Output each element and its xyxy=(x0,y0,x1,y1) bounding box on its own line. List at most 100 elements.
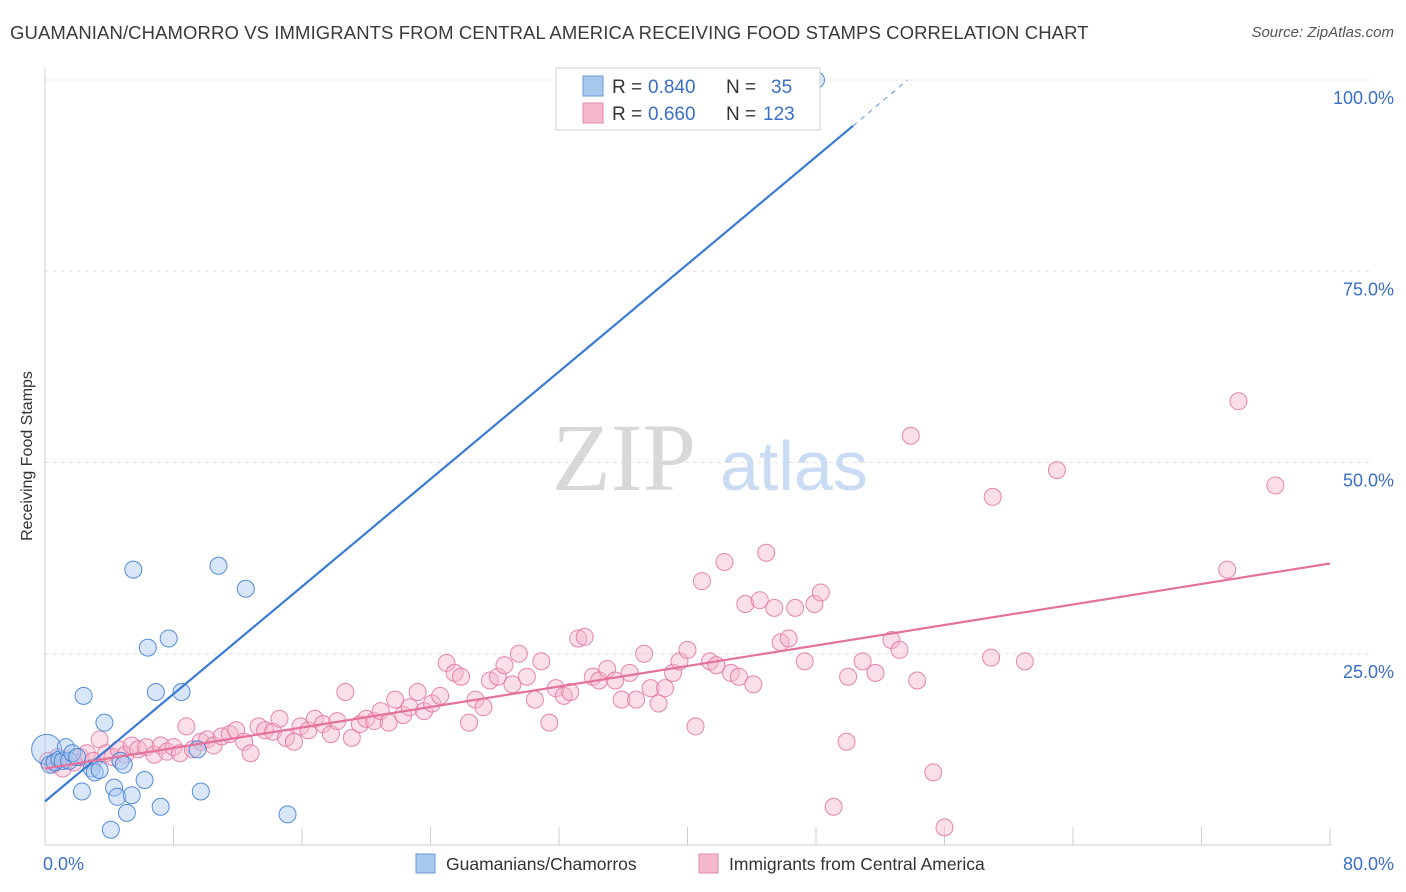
point-guamanians xyxy=(236,579,255,598)
stats-r-value-blue: 0.840 xyxy=(648,77,696,98)
point-immigrants xyxy=(474,698,493,717)
watermark: ZIP atlas xyxy=(552,404,868,511)
point-immigrants xyxy=(866,663,885,682)
stats-legend-swatch-pink xyxy=(582,102,604,124)
point-immigrants xyxy=(729,667,748,686)
watermark-zip: ZIP xyxy=(552,404,696,511)
point-guamanians xyxy=(68,748,87,767)
stats-r-value-pink: 0.660 xyxy=(648,104,696,125)
point-immigrants xyxy=(908,671,927,690)
point-immigrants xyxy=(342,728,361,747)
point-guamanians xyxy=(74,686,93,705)
point-immigrants xyxy=(177,717,196,736)
point-guamanians xyxy=(124,560,143,579)
point-guamanians xyxy=(135,770,154,789)
y-tick-label: 75.0% xyxy=(1343,279,1394,299)
stats-n-label-pink: N = xyxy=(726,104,756,125)
point-immigrants xyxy=(575,627,594,646)
point-immigrants xyxy=(853,652,872,671)
point-immigrants xyxy=(561,683,580,701)
point-immigrants xyxy=(795,652,814,671)
trend-line-immigrants xyxy=(44,562,1331,770)
trend-line-guamanians-extension xyxy=(852,79,908,127)
point-immigrants xyxy=(532,652,551,671)
point-immigrants xyxy=(824,797,843,816)
trend-line-guamanians xyxy=(44,125,854,803)
point-immigrants xyxy=(779,629,798,648)
point-immigrants xyxy=(649,694,668,713)
point-immigrants xyxy=(786,598,805,617)
point-guamanians xyxy=(138,638,157,657)
legend-swatch-immigrants xyxy=(698,853,719,874)
series-guamanians-chamorros xyxy=(31,71,825,839)
point-immigrants xyxy=(408,683,427,701)
point-immigrants xyxy=(935,818,954,837)
x-tick-label: 80.0% xyxy=(1343,854,1394,874)
point-guamanians xyxy=(278,805,297,824)
point-immigrants xyxy=(460,713,479,732)
point-guamanians xyxy=(159,629,178,648)
point-guamanians xyxy=(95,713,114,732)
point-immigrants xyxy=(241,744,260,763)
legend-label-immigrants: Immigrants from Central America xyxy=(729,854,985,874)
source-label: Source: ZipAtlas.com xyxy=(1251,24,1394,41)
point-guamanians xyxy=(122,786,141,805)
point-immigrants xyxy=(495,656,514,675)
point-immigrants xyxy=(692,572,711,591)
point-immigrants xyxy=(284,732,303,751)
point-guamanians xyxy=(72,782,91,801)
point-immigrants xyxy=(686,717,705,736)
point-guamanians xyxy=(209,556,228,575)
point-guamanians xyxy=(191,782,210,801)
point-immigrants xyxy=(678,640,697,659)
point-guamanians xyxy=(146,683,165,701)
stats-r-label-blue: R = xyxy=(612,77,642,98)
point-immigrants xyxy=(270,709,289,728)
point-immigrants xyxy=(983,487,1002,506)
point-immigrants xyxy=(336,683,355,701)
point-guamanians xyxy=(114,755,133,774)
point-immigrants xyxy=(612,690,631,709)
point-immigrants xyxy=(1015,652,1034,671)
point-guamanians xyxy=(108,787,127,806)
point-immigrants xyxy=(635,644,654,663)
point-guamanians xyxy=(85,763,104,782)
point-immigrants xyxy=(811,583,830,602)
stats-n-label-blue: N = xyxy=(726,77,756,98)
point-immigrants xyxy=(1047,461,1066,480)
point-immigrants xyxy=(540,713,559,732)
point-immigrants xyxy=(656,679,675,698)
point-immigrants xyxy=(901,426,920,445)
legend-label-guamanians: Guamanians/Chamorros xyxy=(446,854,637,874)
point-immigrants xyxy=(1266,476,1285,495)
chart-title: GUAMANIAN/CHAMORRO VS IMMIGRANTS FROM CE… xyxy=(10,22,1089,43)
point-immigrants xyxy=(627,690,646,709)
point-immigrants xyxy=(488,667,507,686)
watermark-atlas: atlas xyxy=(720,427,868,505)
stats-r-label-pink: R = xyxy=(612,104,642,125)
point-guamanians xyxy=(101,820,120,839)
tick-labels: 25.0% 50.0% 75.0% 100.0% 0.0% 80.0% xyxy=(43,88,1394,874)
point-guamanians xyxy=(172,683,191,701)
point-immigrants xyxy=(839,667,858,686)
axes xyxy=(44,68,1332,846)
stats-n-value-blue: 35 xyxy=(771,77,792,98)
point-immigrants xyxy=(1218,560,1237,579)
point-immigrants xyxy=(837,732,856,751)
point-immigrants xyxy=(750,591,769,610)
trend-lines xyxy=(44,79,1331,803)
y-tick-label: 25.0% xyxy=(1343,662,1394,682)
legend-swatch-guamanians xyxy=(415,853,436,874)
point-immigrants xyxy=(744,675,763,694)
point-immigrants xyxy=(569,629,588,648)
point-immigrants xyxy=(517,667,536,686)
point-immigrants xyxy=(386,690,405,709)
stats-n-value-pink: 123 xyxy=(763,104,795,125)
bottom-legend: Guamanians/Chamorros Immigrants from Cen… xyxy=(415,853,985,874)
y-tick-label: 50.0% xyxy=(1343,471,1394,491)
point-guamanians xyxy=(90,761,109,780)
stats-legend: R = 0.840 N = 35 R = 0.660 N = 123 xyxy=(555,67,821,131)
point-guamanians xyxy=(151,797,170,816)
point-immigrants xyxy=(452,667,471,686)
point-immigrants xyxy=(620,663,639,682)
